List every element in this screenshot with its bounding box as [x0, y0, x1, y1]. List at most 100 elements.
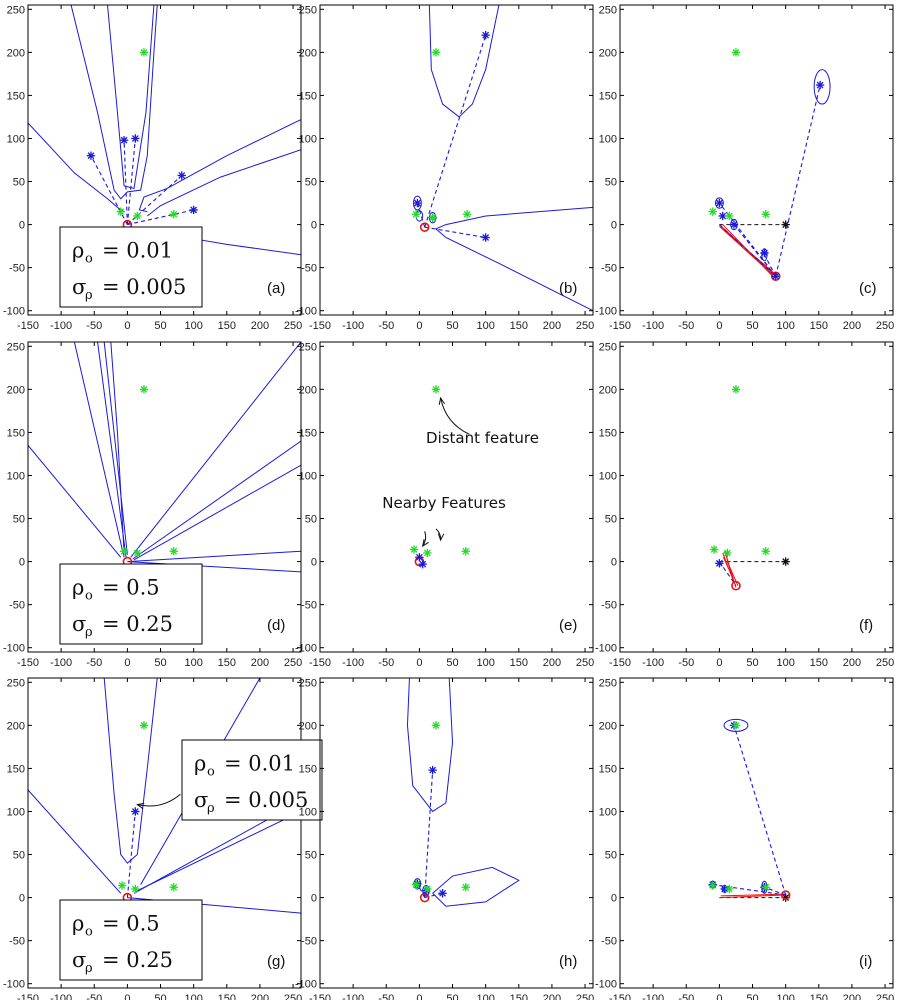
panel-label-i: (i): [859, 953, 872, 970]
ytick-label-a-2: 0: [19, 220, 25, 232]
xtick-label-h-3: 0: [416, 993, 422, 1000]
panel-b: -150 -100 -50 0 50 100 150 200 250 -100 -50 0 50 100 1…: [295, 4, 594, 332]
axes-frame-c: [619, 4, 894, 316]
panel-label-g: (g): [267, 953, 285, 970]
panel-label-b: (b): [559, 280, 577, 297]
ytick-label-e-3: 50: [305, 514, 317, 526]
ytick-label-f-3: 50: [605, 514, 617, 526]
landmark-g-0: [139, 721, 149, 730]
association-line-g-0: [126, 811, 136, 898]
ytick-label-d-2: 0: [19, 557, 25, 569]
xtick-label-h-4: 50: [446, 993, 458, 1000]
xtick-label-g-3: 0: [124, 993, 130, 1000]
xtick-label-f-0: -150: [609, 657, 631, 669]
xtick-label-d-2: -50: [86, 657, 102, 669]
xtick-label-b-4: 50: [446, 320, 458, 332]
ytick-label-b-5: 150: [299, 90, 317, 102]
robot-marker-i-0: [780, 890, 791, 900]
xtick-label-i-4: 50: [746, 993, 758, 1000]
feature-estimate-e-1: [415, 553, 424, 562]
landmark-d-0: [139, 385, 149, 394]
landmark-e-0: [431, 385, 441, 394]
param-box-inset-g-symbol-1: σ: [194, 788, 208, 812]
ytick-label-h-7: 250: [299, 677, 317, 689]
trajectory-f-4: [722, 557, 732, 575]
xtick-label-e-8: 250: [576, 657, 594, 669]
ytick-label-g-3: 50: [13, 850, 25, 862]
landmark-i-2: [725, 884, 734, 894]
ytick-label-f-0: -100: [595, 643, 617, 655]
landmark-f-3: [761, 547, 770, 556]
panel-e: -150 -100 -50 0 50 100 150 200 250 -100 -50 0 50 100 1…: [295, 341, 594, 669]
xtick-label-a-2: -50: [86, 320, 102, 332]
xtick-label-a-1: -100: [50, 320, 72, 332]
plot-area-f: [709, 385, 790, 591]
ytick-label-i-2: 0: [611, 893, 617, 905]
xtick-label-i-2: -50: [678, 993, 694, 1000]
annotation-arrow-g-0-0: [137, 793, 181, 807]
landmark-c-2: [725, 211, 734, 221]
param-box-a-symbol-0: ρ: [72, 238, 84, 262]
xtick-label-a-0: -150: [17, 320, 39, 332]
bound-curve-d-6: [130, 342, 301, 558]
panel-label-a: (a): [267, 280, 285, 297]
ytick-label-c-1: -50: [601, 263, 617, 275]
xtick-label-b-1: -100: [342, 320, 364, 332]
ytick-label-g-5: 150: [7, 763, 25, 775]
annotation-arrowhead-e-1-0: [421, 539, 429, 548]
ytick-label-h-5: 150: [299, 763, 317, 775]
xtick-label-h-6: 150: [510, 993, 528, 1000]
xtick-label-a-5: 100: [184, 320, 202, 332]
landmark-c-1: [708, 207, 717, 216]
param-box-d-value-0: = 0.5: [102, 575, 160, 599]
ytick-label-a-5: 150: [7, 90, 25, 102]
panel-g: -150 -100 -50 0 50 100 150 200 250 -100 -50 0 50 100 1…: [3, 677, 323, 1000]
xtick-label-d-6: 150: [218, 657, 236, 669]
feature-estimate-b-1: [481, 233, 490, 242]
bound-curve-d-8: [133, 464, 301, 561]
panel-a: -150 -100 -50 0 50 100 150 200 250 -100 -50 0 50 100 1…: [3, 4, 302, 332]
axes-frame-h: [319, 677, 594, 989]
param-box-d: ρ o = 0.5σρ = 0.25: [59, 563, 203, 645]
landmark-f-0: [731, 385, 741, 394]
xtick-label-h-7: 200: [543, 993, 561, 1000]
bound-curve-d-0: [73, 342, 125, 558]
ytick-label-f-7: 250: [599, 341, 617, 353]
landmark-b-2: [428, 213, 437, 222]
xtick-label-f-7: 200: [843, 657, 861, 669]
plot-area-e: [409, 385, 470, 569]
ytick-label-a-4: 100: [7, 133, 25, 145]
axes-frame-g: [27, 677, 302, 989]
xtick-label-a-7: 200: [251, 320, 269, 332]
feature-estimate-c-1: [715, 198, 724, 208]
ytick-label-e-6: 200: [299, 384, 317, 396]
landmark-d-1: [119, 547, 129, 556]
feature-estimate-c-4: [760, 248, 769, 258]
xtick-label-b-6: 150: [510, 320, 528, 332]
xtick-label-c-6: 150: [810, 320, 828, 332]
feature-estimate-f-0: [715, 559, 724, 568]
association-line-c-4: [719, 224, 777, 277]
ytick-label-d-6: 200: [7, 384, 25, 396]
xtick-label-i-3: 0: [716, 993, 722, 1000]
landmark-d-3: [169, 547, 178, 556]
plot-area-d: [28, 342, 301, 573]
landmark-b-0: [431, 48, 441, 57]
param-box-g-sub-0: o: [85, 924, 93, 939]
ytick-label-g-2: 0: [19, 893, 25, 905]
landmark-e-2: [423, 548, 432, 558]
xtick-label-b-2: -50: [378, 320, 394, 332]
param-box-d-frame: [59, 563, 203, 645]
bound-curve-a-0: [70, 5, 158, 200]
ytick-label-f-6: 200: [599, 384, 617, 396]
ytick-label-h-4: 100: [299, 806, 317, 818]
ytick-label-b-3: 50: [305, 177, 317, 189]
xtick-label-d-4: 50: [154, 657, 166, 669]
robot-marker-h-0: [419, 892, 430, 903]
annotation-arrowhead-g-0-0: [136, 802, 145, 810]
bound-curve-g-1: [28, 789, 122, 894]
xtick-label-i-5: 100: [776, 993, 794, 1000]
landmark-d-2: [133, 548, 142, 558]
bound-curve-a-3: [138, 119, 301, 213]
